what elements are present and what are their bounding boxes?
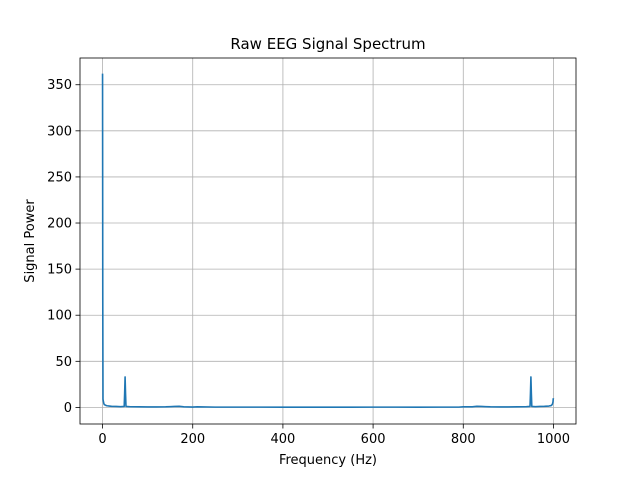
x-tick-label: 1000	[537, 432, 570, 447]
y-axis-title: Signal Power	[23, 199, 38, 283]
y-axis-ticks: 0 50 100 150 200 250 300 350	[47, 78, 80, 416]
y-tick-label: 300	[47, 124, 72, 139]
spectrum-series-line	[101, 73, 555, 409]
y-tick-label: 350	[47, 78, 72, 93]
x-tick-label: 200	[180, 432, 205, 447]
y-tick-label: 250	[47, 170, 72, 185]
x-tick-label: 400	[270, 432, 295, 447]
plot-frame	[79, 57, 577, 425]
x-axis-ticks: 0 200 400 600 800 1000	[98, 424, 570, 447]
x-tick-label: 800	[451, 432, 476, 447]
chart-title: Raw EEG Signal Spectrum	[230, 35, 425, 53]
y-tick-label: 200	[47, 217, 72, 232]
series-layer	[101, 73, 555, 409]
x-tick-label: 600	[361, 432, 386, 447]
x-tick-label: 0	[98, 432, 106, 447]
y-tick-label: 50	[55, 355, 72, 370]
x-axis-title: Frequency (Hz)	[279, 453, 377, 468]
y-tick-label: 150	[47, 263, 72, 278]
y-tick-label: 100	[47, 309, 72, 324]
y-tick-label: 0	[64, 401, 72, 416]
grid	[80, 58, 576, 424]
